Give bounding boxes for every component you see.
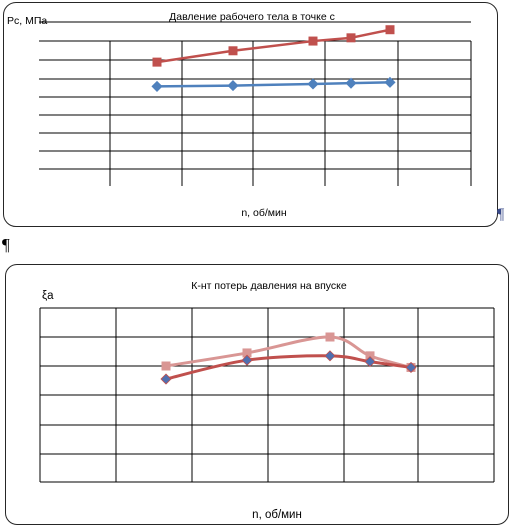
chart-grid bbox=[39, 307, 495, 483]
data-point-diamond bbox=[384, 76, 396, 88]
data-point-diamond bbox=[324, 350, 336, 362]
data-point-diamond bbox=[241, 354, 253, 366]
chart-pressure-frame: Давление рабочего тела в точке с Рс, МПа… bbox=[3, 2, 498, 227]
data-point-diamond bbox=[160, 373, 172, 385]
data-point-square bbox=[152, 57, 162, 67]
chart-loss-coefficient-frame: К-нт потерь давления на впуске ξa n, об/… bbox=[5, 264, 509, 525]
data-point-square bbox=[308, 36, 318, 46]
chart-title: Давление рабочего тела в точке с bbox=[169, 11, 335, 23]
y-axis-label: Рс, МПа bbox=[7, 15, 47, 27]
data-point-square bbox=[242, 348, 252, 358]
chart-loss-coefficient-svg: К-нт потерь давления на впуске ξa n, об/… bbox=[39, 280, 495, 521]
data-point-square bbox=[325, 332, 335, 342]
data-point-square bbox=[346, 33, 356, 43]
paragraph-mark: ¶ bbox=[2, 235, 10, 254]
data-point-diamond bbox=[151, 80, 163, 92]
x-axis-label: n, об/мин bbox=[252, 509, 302, 521]
chart-series-group bbox=[160, 332, 417, 385]
x-axis-label: n, об/мин bbox=[241, 207, 287, 219]
data-point-diamond bbox=[405, 361, 417, 374]
data-point-square bbox=[385, 25, 395, 35]
chart-title: К-нт потерь давления на впуске bbox=[191, 280, 347, 292]
chart-grid bbox=[39, 21, 472, 186]
series-line bbox=[165, 354, 412, 381]
data-point-square bbox=[161, 361, 171, 371]
series-line bbox=[165, 335, 412, 369]
data-point-diamond bbox=[227, 80, 239, 92]
chart-pressure-svg: Давление рабочего тела в точке с Рс, МПа… bbox=[7, 11, 472, 219]
paragraph-mark: ¶ bbox=[497, 206, 505, 223]
y-axis-label: ξa bbox=[42, 290, 54, 302]
data-point-diamond bbox=[364, 356, 376, 368]
data-point-diamond bbox=[345, 77, 357, 89]
data-point-square bbox=[228, 46, 238, 56]
data-point-diamond bbox=[307, 78, 319, 90]
data-point-square bbox=[365, 351, 375, 361]
chart-series-group bbox=[151, 25, 396, 92]
